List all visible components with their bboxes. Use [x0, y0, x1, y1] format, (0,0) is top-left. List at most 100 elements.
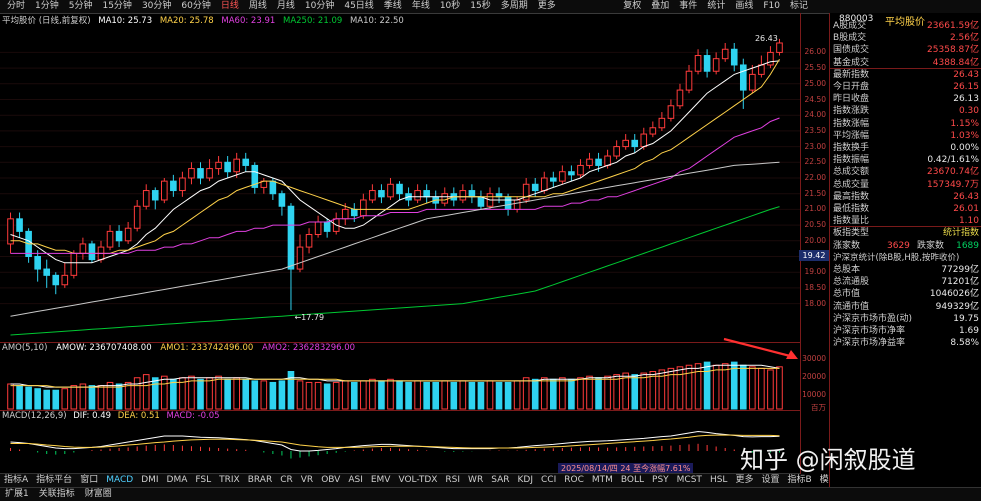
candle-body: [468, 190, 476, 198]
period-tab[interactable]: 周线: [248, 1, 267, 11]
candle-body: [233, 158, 240, 173]
indicator-tab[interactable]: KDJ: [517, 475, 534, 485]
volume-bar: [776, 366, 783, 410]
period-tab[interactable]: 月线: [276, 1, 295, 11]
period-tab[interactable]: 年线: [411, 1, 430, 11]
indicator-tab[interactable]: WR: [468, 475, 484, 485]
info-value: 23670.74亿: [927, 167, 979, 178]
indicator-tab[interactable]: CCI: [541, 475, 557, 485]
period-tab[interactable]: 10分钟: [304, 1, 335, 11]
indicator-tab[interactable]: MTM: [591, 475, 613, 485]
indicator-tab[interactable]: OBV: [321, 475, 341, 485]
indicator-tab[interactable]: ASI: [348, 475, 363, 485]
top-toolbar: [0, 0, 981, 14]
info-panel: [829, 13, 981, 487]
stats-title-text: 沪深京统计(除B股,H股,按昨收价): [833, 252, 960, 263]
indicator-tab[interactable]: EMV: [370, 475, 391, 485]
volume-bar: [170, 378, 177, 410]
price-tick: 20.50: [804, 220, 826, 230]
indicator-tab[interactable]: VOL-TDX: [398, 475, 438, 485]
period-tab[interactable]: 15秒: [470, 1, 491, 11]
indicator-tab[interactable]: VR: [300, 475, 314, 485]
indicator-tab[interactable]: DMA: [166, 475, 188, 485]
info-value: 26.43: [953, 191, 979, 202]
tool-button[interactable]: 复权: [623, 1, 642, 11]
period-tab[interactable]: 季线: [383, 1, 402, 11]
tool-button[interactable]: F10: [763, 1, 780, 11]
macd-panel[interactable]: [0, 410, 801, 474]
indicator-tab[interactable]: 设置: [761, 475, 780, 485]
indicator-tab[interactable]: 指标A: [4, 475, 29, 485]
bottom-tab[interactable]: 财富圈: [84, 489, 112, 499]
bottom-tab[interactable]: 关联指标: [38, 489, 75, 499]
indicator-tab[interactable]: ROC: [564, 475, 584, 485]
price-tick: 18.50: [804, 282, 826, 292]
bottom-tab[interactable]: 扩展1: [5, 489, 29, 499]
volume-bar: [568, 378, 575, 410]
period-tab[interactable]: 15分钟: [102, 1, 132, 11]
period-tab[interactable]: 45日线: [344, 1, 374, 11]
candle-body: [88, 243, 96, 261]
indicator-tab[interactable]: 指标平台: [36, 475, 73, 485]
ma250-value: MA250: 21.09: [282, 16, 343, 26]
indicator-tab[interactable]: 窗口: [80, 475, 99, 485]
period-tab[interactable]: 30分钟: [141, 1, 172, 11]
candle-body: [305, 234, 313, 248]
indicator-tab[interactable]: CR: [280, 475, 293, 485]
info-value: 26.01: [953, 204, 979, 214]
indicator-tab[interactable]: FSL: [195, 475, 212, 485]
indicator-tab[interactable]: HSL: [709, 475, 728, 485]
period-tab[interactable]: 60分钟: [181, 1, 211, 11]
tool-button[interactable]: 事件: [679, 1, 698, 11]
tool-button[interactable]: 标记: [789, 1, 808, 11]
volume-bar: [577, 377, 584, 410]
indicator-tab[interactable]: BOLL: [620, 475, 645, 485]
volume-bar: [749, 366, 756, 410]
indicator-tab[interactable]: SAR: [491, 475, 510, 485]
candle-body: [504, 196, 512, 210]
candle-body: [142, 190, 150, 207]
period-tab[interactable]: 10秒: [439, 1, 461, 11]
info-value: 4388.84亿: [932, 57, 979, 68]
indicator-tab[interactable]: 更多: [735, 475, 754, 485]
indicator-tab[interactable]: TRIX: [219, 475, 240, 485]
candle-body: [115, 230, 123, 242]
volume-bar: [604, 375, 611, 410]
period-tab[interactable]: 5分钟: [68, 1, 93, 11]
volume-bar: [450, 381, 458, 410]
volume-bar: [676, 366, 684, 410]
volume-bar: [278, 380, 286, 410]
volume-bar: [260, 380, 268, 410]
volume-bar: [341, 380, 349, 410]
indicator-tab[interactable]: RSI: [445, 475, 461, 485]
indicator-tab[interactable]: PSY: [652, 475, 669, 485]
indicator-tab[interactable]: MACD: [106, 475, 134, 485]
period-tab[interactable]: 多周期: [500, 1, 528, 11]
info-label: B股成交: [833, 33, 867, 44]
info-value: 949329亿: [935, 301, 979, 312]
tool-button[interactable]: 统计: [707, 1, 726, 11]
indicator-tab[interactable]: DMI: [141, 475, 159, 485]
info-value: 25358.87亿: [927, 45, 979, 56]
period-tab[interactable]: 1分钟: [35, 1, 59, 11]
info-row: 总市值 1046026亿: [833, 288, 979, 300]
kline-chart[interactable]: 26.43 ←17.79: [0, 13, 801, 342]
price-tick: 21.00: [804, 204, 826, 214]
period-tab[interactable]: 日线: [220, 1, 239, 11]
ma60-value: MA60: 23.91: [221, 16, 276, 26]
info-value: 26.15: [953, 82, 979, 92]
candle-body: [559, 171, 566, 182]
tool-button[interactable]: 画线: [735, 1, 754, 11]
indicator-tab[interactable]: 模板: [816, 474, 842, 487]
last-price-tag: 19.42: [799, 250, 829, 261]
indicator-tab[interactable]: MCST: [676, 475, 702, 485]
price-tick: 19.00: [804, 267, 826, 277]
tool-button[interactable]: 叠加: [651, 1, 670, 11]
info-value: 0.00%: [950, 143, 979, 153]
indicator-tab[interactable]: 指标B: [787, 475, 812, 485]
period-tab[interactable]: 分时: [7, 1, 26, 11]
volume-panel[interactable]: [0, 342, 801, 411]
period-tab[interactable]: 更多: [537, 1, 556, 11]
indicator-tab[interactable]: BRAR: [247, 475, 273, 485]
volume-ma2-line: [10, 367, 780, 388]
